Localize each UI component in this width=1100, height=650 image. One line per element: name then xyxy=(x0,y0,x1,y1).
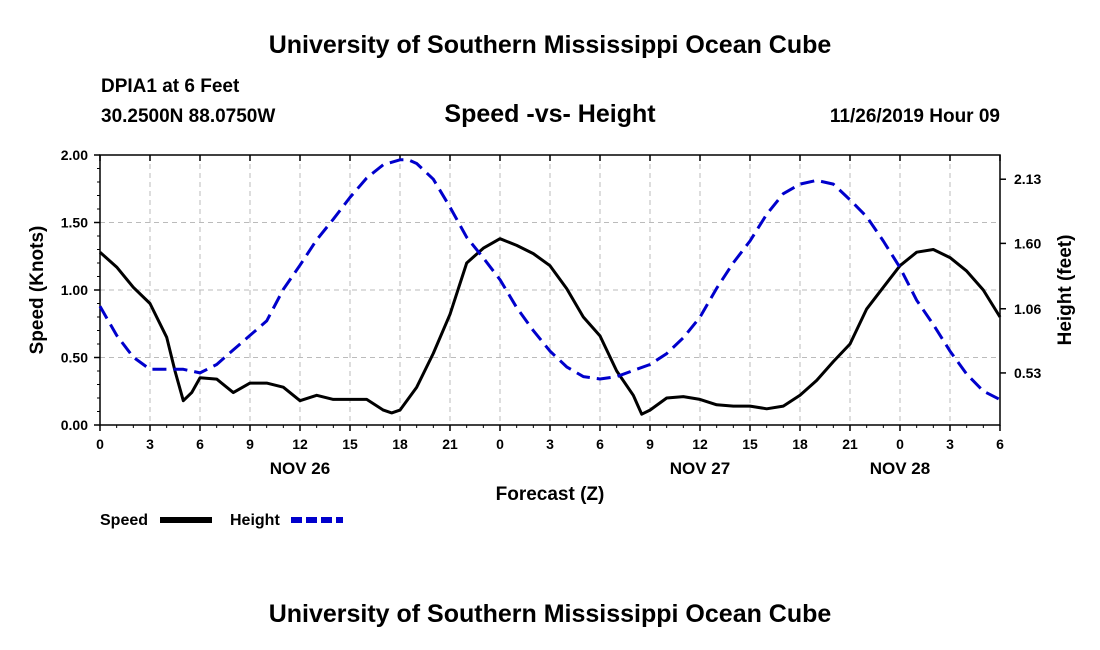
y2-tick-label: 0.53 xyxy=(1014,365,1041,381)
y-tick-label: 1.50 xyxy=(61,215,88,231)
y-tick-label: 1.00 xyxy=(61,282,88,298)
date-label: NOV 26 xyxy=(270,459,330,478)
x-tick-label: 18 xyxy=(392,436,408,452)
x-tick-label: 21 xyxy=(442,436,458,452)
x-tick-label: 3 xyxy=(946,436,954,452)
x-tick-label: 15 xyxy=(742,436,758,452)
datetime-label: 11/26/2019 Hour 09 xyxy=(829,106,1000,127)
x-tick-label: 6 xyxy=(196,436,204,452)
x-tick-label: 12 xyxy=(692,436,708,452)
y-tick-label: 0.00 xyxy=(61,417,88,433)
x-tick-label: 3 xyxy=(546,436,554,452)
x-tick-label: 0 xyxy=(896,436,904,452)
x-tick-label: 21 xyxy=(842,436,858,452)
y-axis-title: Speed (Knots) xyxy=(27,226,48,355)
date-label: NOV 27 xyxy=(670,459,730,478)
x-tick-label: 12 xyxy=(292,436,308,452)
x-tick-label: 0 xyxy=(496,436,504,452)
x-tick-label: 0 xyxy=(96,436,104,452)
x-tick-label: 3 xyxy=(146,436,154,452)
y-tick-label: 2.00 xyxy=(61,147,88,163)
bottom-title: University of Southern Mississippi Ocean… xyxy=(268,600,832,628)
y2-tick-label: 2.13 xyxy=(1014,171,1041,187)
x-tick-label: 15 xyxy=(342,436,358,452)
y2-axis-title: Height (feet) xyxy=(1055,235,1076,346)
x-tick-label: 9 xyxy=(246,436,254,452)
y-tick-label: 0.50 xyxy=(61,350,88,366)
y2-tick-label: 1.06 xyxy=(1014,301,1041,317)
legend-height-label: Height xyxy=(230,512,280,529)
station-label: DPIA1 at 6 Feet xyxy=(101,76,240,97)
coordinates-label: 30.2500N 88.0750W xyxy=(101,106,276,127)
x-axis-title: Forecast (Z) xyxy=(496,484,605,505)
plot-title: Speed -vs- Height xyxy=(444,100,656,128)
x-tick-label: 9 xyxy=(646,436,654,452)
date-label: NOV 28 xyxy=(870,459,930,478)
speed-series-line xyxy=(99,237,1002,416)
plot-frame xyxy=(99,154,1001,426)
legend-speed-label: Speed xyxy=(100,512,148,529)
top-title: University of Southern Mississippi Ocean… xyxy=(268,31,832,59)
x-tick-label: 18 xyxy=(792,436,808,452)
x-tick-label: 6 xyxy=(596,436,604,452)
x-tick-label: 6 xyxy=(996,436,1004,452)
y2-tick-label: 1.60 xyxy=(1014,235,1041,251)
height-series-line xyxy=(98,158,1001,401)
